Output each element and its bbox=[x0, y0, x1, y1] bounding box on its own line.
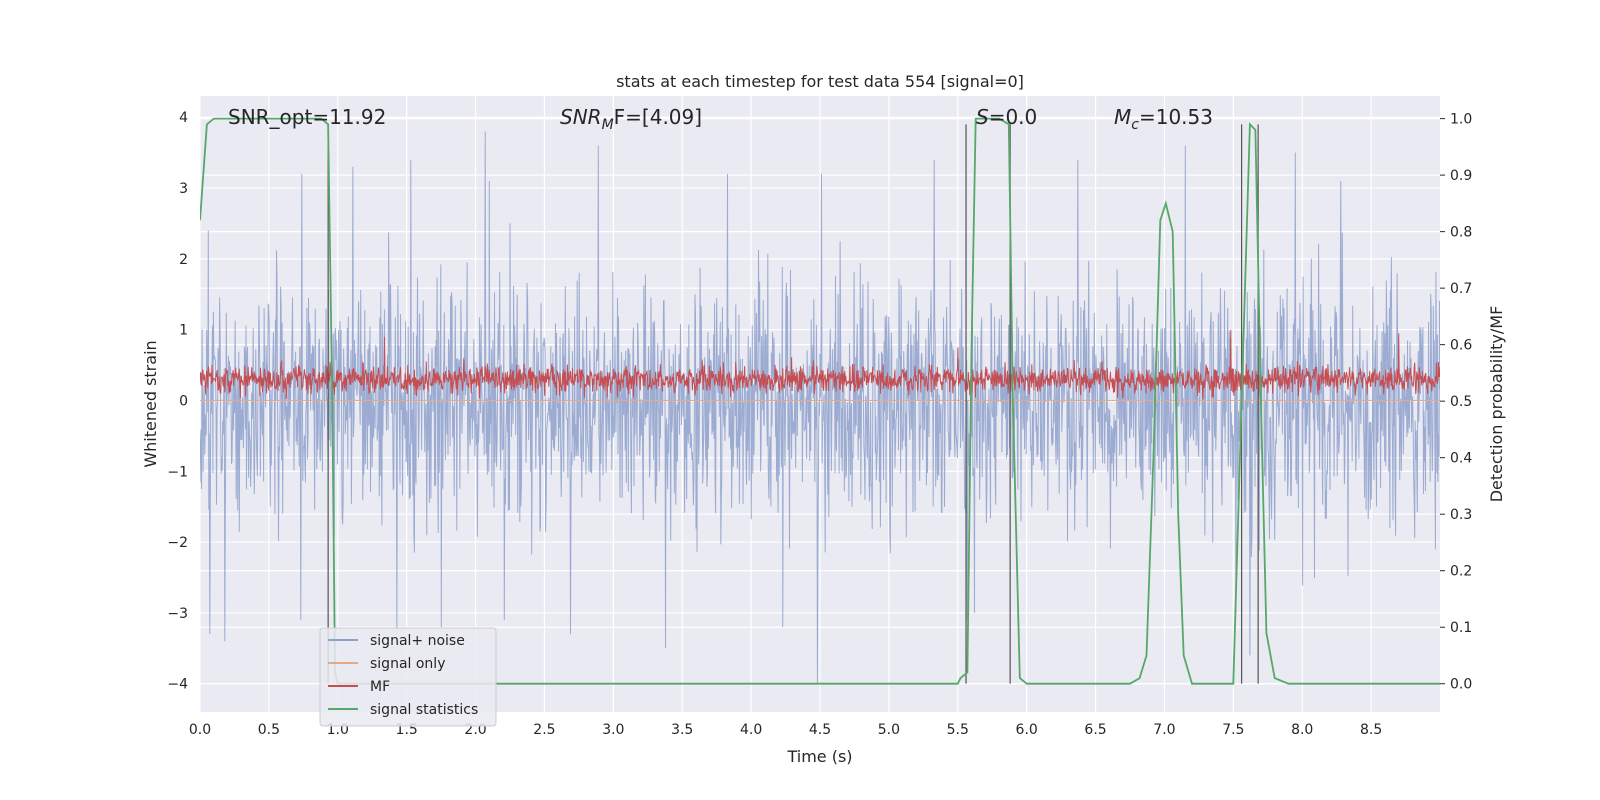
x-tick-label: 8.5 bbox=[1360, 722, 1382, 738]
x-tick-label: 2.5 bbox=[533, 722, 555, 738]
annotation-s: S=0.0 bbox=[976, 105, 1037, 129]
x-tick-label: 3.5 bbox=[671, 722, 693, 738]
chart-title: stats at each timestep for test data 554… bbox=[616, 72, 1024, 91]
right-y-axis-label: Detection probability/MF bbox=[1487, 306, 1506, 503]
annotation-snr-mf-value: F=[4.09] bbox=[614, 105, 702, 129]
annotation-s-symbol: S bbox=[976, 105, 989, 129]
legend-box bbox=[319, 627, 497, 727]
annotation-s-value: =0.0 bbox=[989, 105, 1038, 129]
left-y-tick-label: −4 bbox=[167, 677, 188, 693]
annotation-snr-mf-symbol: SNR bbox=[560, 105, 602, 129]
legend-label-signal-noise: signal+ noise bbox=[370, 633, 465, 649]
annotation-snr-mf-subscript: M bbox=[602, 117, 614, 133]
x-tick-label: 7.0 bbox=[1153, 722, 1175, 738]
right-y-tick-label: 0.9 bbox=[1450, 168, 1472, 184]
x-tick-label: 5.0 bbox=[878, 722, 900, 738]
legend: signal+ noise signal only MF signal stat… bbox=[319, 627, 497, 727]
left-y-tick-label: −3 bbox=[167, 606, 188, 622]
x-tick-label: 6.0 bbox=[1016, 722, 1038, 738]
right-y-tick-label: 1.0 bbox=[1450, 112, 1472, 128]
x-tick-label: 4.0 bbox=[740, 722, 762, 738]
annotation-snr-opt: SNR_opt=11.92 bbox=[228, 105, 386, 129]
right-y-tick-labels: 1.0 0.9 0.8 0.7 0.6 0.5 0.4 0.3 0.2 0.1 0.0 bbox=[1440, 112, 1472, 693]
annotation-mc: Mc=10.53 bbox=[1114, 105, 1213, 133]
annotation-mc-symbol: M bbox=[1114, 105, 1131, 129]
left-y-tick-labels: 4 3 2 1 0 −1 −2 −3 −4 bbox=[167, 110, 188, 692]
right-y-tick-label: 0.4 bbox=[1450, 451, 1472, 467]
series-signal-noise bbox=[200, 131, 1440, 684]
left-y-tick-label: 2 bbox=[179, 252, 188, 268]
legend-label-signal-statistics: signal statistics bbox=[370, 702, 478, 718]
annotation-mc-subscript: c bbox=[1131, 117, 1139, 133]
right-y-tick-label: 0.6 bbox=[1450, 338, 1472, 354]
left-y-tick-label: −2 bbox=[167, 535, 188, 551]
legend-label-signal-only: signal only bbox=[370, 656, 445, 672]
right-y-tick-label: 0.8 bbox=[1450, 225, 1472, 241]
x-tick-label: 4.5 bbox=[809, 722, 831, 738]
right-y-tick-label: 0.0 bbox=[1450, 677, 1472, 693]
right-y-tick-label: 0.5 bbox=[1450, 394, 1472, 410]
left-y-tick-label: 0 bbox=[179, 393, 188, 409]
left-y-tick-label: 1 bbox=[179, 323, 188, 339]
right-y-tick-label: 0.7 bbox=[1450, 281, 1472, 297]
x-tick-label: 7.5 bbox=[1222, 722, 1244, 738]
x-tick-label: 3.0 bbox=[602, 722, 624, 738]
annotation-snr-mf: SNRMF=[4.09] bbox=[560, 105, 702, 133]
x-axis-label: Time (s) bbox=[786, 747, 852, 766]
x-tick-label: 6.5 bbox=[1084, 722, 1106, 738]
x-tick-label: 8.0 bbox=[1291, 722, 1313, 738]
right-y-tick-label: 0.1 bbox=[1450, 620, 1472, 636]
right-y-tick-label: 0.3 bbox=[1450, 507, 1472, 523]
legend-label-mf: MF bbox=[370, 679, 390, 695]
left-y-tick-label: 4 bbox=[179, 110, 188, 126]
series-mf bbox=[200, 329, 1440, 400]
x-tick-label: 0.5 bbox=[258, 722, 280, 738]
series-signal-statistics bbox=[200, 117, 1440, 685]
annotation-mc-value: =10.53 bbox=[1139, 105, 1213, 129]
left-y-tick-label: −1 bbox=[167, 464, 188, 480]
left-y-tick-label: 3 bbox=[179, 181, 188, 197]
right-y-tick-label: 0.2 bbox=[1450, 564, 1472, 580]
left-y-axis-label: Whitened strain bbox=[141, 340, 160, 467]
x-tick-label: 5.5 bbox=[947, 722, 969, 738]
x-tick-label: 0.0 bbox=[189, 722, 211, 738]
